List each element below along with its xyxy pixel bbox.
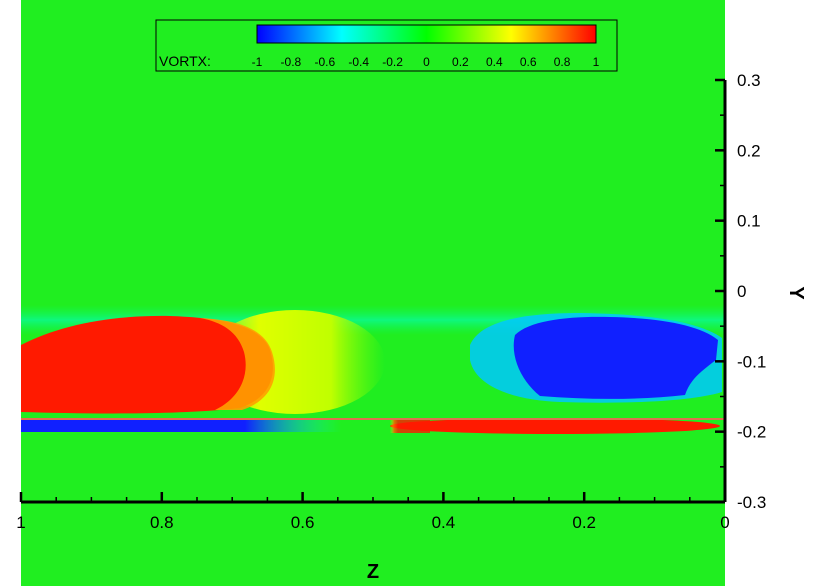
y-tick-label: 0.3 xyxy=(737,71,761,90)
x-tick-label: 0.4 xyxy=(432,513,456,532)
colorbar-tick-label: 0 xyxy=(423,55,430,69)
wall-line xyxy=(21,418,725,420)
x-tick-label: 0 xyxy=(720,513,729,532)
colorbar-tick-label: 0.6 xyxy=(520,55,537,69)
y-axis-title: Y xyxy=(785,286,807,300)
colorbar-tick-label: 0.2 xyxy=(452,55,469,69)
colorbar-tick-label: -0.2 xyxy=(382,55,403,69)
x-axis-title: Z xyxy=(367,561,379,583)
x-tick-label: 0.2 xyxy=(572,513,596,532)
colorbar-labels: -1 -0.8 -0.6 -0.4 -0.2 0 0.2 0.4 0.6 0.8 1 xyxy=(252,55,600,69)
colorbar-tick-label: 1 xyxy=(593,55,600,69)
y-axis-ticks: 0.3 0.2 0.1 0 -0.1 -0.2 -0.3 xyxy=(715,71,766,512)
colorbar-tick-label: -0.6 xyxy=(314,55,335,69)
colorbar-gradient xyxy=(256,24,597,44)
x-tick-label: 1 xyxy=(16,513,25,532)
x-tick-label: 0.6 xyxy=(291,513,315,532)
colorbar-tick-label: 0.8 xyxy=(554,55,571,69)
near-wall-positive-fade xyxy=(390,419,430,433)
colorbar-tick-label: -1 xyxy=(252,55,263,69)
colorbar-legend: VORTX: -1 -0.8 -0.6 -0.4 -0.2 0 0.2 0.4 0.6 0.8 1 xyxy=(155,19,618,72)
x-axis-ticks: 1 0.8 0.6 0.4 0.2 0 xyxy=(16,492,730,532)
y-tick-label: 0.2 xyxy=(737,141,761,160)
negative-vortex-region xyxy=(513,316,718,399)
colorbar-tick-label: 0.4 xyxy=(486,55,503,69)
near-wall-positive-strip xyxy=(390,418,720,434)
contour-field xyxy=(21,0,725,586)
y-tick-label: 0 xyxy=(737,282,746,301)
contour-regions xyxy=(21,305,725,434)
y-tick-label: -0.1 xyxy=(737,352,766,371)
near-wall-negative-strip xyxy=(21,420,341,432)
positive-vortex-region xyxy=(21,315,273,414)
y-tick-label: -0.2 xyxy=(737,423,766,442)
x-tick-label: 0.8 xyxy=(150,513,174,532)
colorbar-variable-label: VORTX: xyxy=(159,53,211,69)
y-tick-label: -0.3 xyxy=(737,493,766,512)
positive-vortex-edge xyxy=(200,318,275,410)
y-tick-label: 0.1 xyxy=(737,212,761,231)
colorbar-tick-label: -0.4 xyxy=(348,55,369,69)
colorbar-tick-label: -0.8 xyxy=(281,55,302,69)
